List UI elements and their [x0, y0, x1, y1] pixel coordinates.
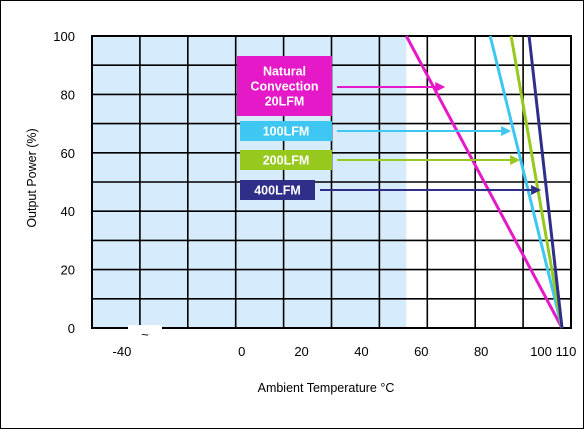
legend-box: [240, 180, 315, 200]
legend-arrowhead: [531, 185, 542, 195]
axis-break-gap: [128, 325, 162, 331]
x-tick-label: 40: [354, 344, 368, 359]
legend-label: 20LFM: [265, 95, 305, 109]
y-tick-label: 0: [68, 321, 75, 336]
legend-label: 200LFM: [263, 154, 310, 168]
legend-arrowhead: [501, 126, 512, 136]
y-tick-label: 80: [61, 87, 75, 102]
y-tick-label: 40: [61, 204, 75, 219]
x-tick-label: 60: [414, 344, 428, 359]
legend-box: [240, 121, 332, 141]
series-line: [488, 35, 564, 329]
legend-box: [240, 150, 332, 170]
x-tick-label: 80: [474, 344, 488, 359]
legend-label: 400LFM: [254, 184, 301, 198]
series-line: [509, 35, 564, 329]
y-axis-label: Output Power (%): [25, 128, 39, 227]
legend-label: 100LFM: [263, 125, 310, 139]
y-tick-label: 20: [61, 263, 75, 278]
axis-break-mark: ~: [141, 327, 149, 342]
plot-border: [91, 35, 572, 329]
series-line: [405, 35, 564, 329]
x-axis-label: Ambient Temperature °C: [258, 381, 395, 395]
x-tick-label: 100: [530, 344, 552, 359]
legend-label: Convection: [250, 80, 318, 94]
x-tick-label: 0: [238, 344, 245, 359]
x-tick-label: 20: [294, 344, 308, 359]
x-tick-label: 110: [556, 344, 577, 359]
y-tick-label: 60: [61, 146, 75, 161]
legend-box: [237, 56, 332, 116]
series-line: [527, 35, 564, 329]
legend-arrowhead: [435, 82, 446, 92]
legend-arrowhead: [510, 155, 521, 165]
x-tick-label: -40: [113, 344, 132, 359]
legend-label: Natural: [263, 65, 306, 79]
y-tick-label: 100: [53, 29, 75, 44]
